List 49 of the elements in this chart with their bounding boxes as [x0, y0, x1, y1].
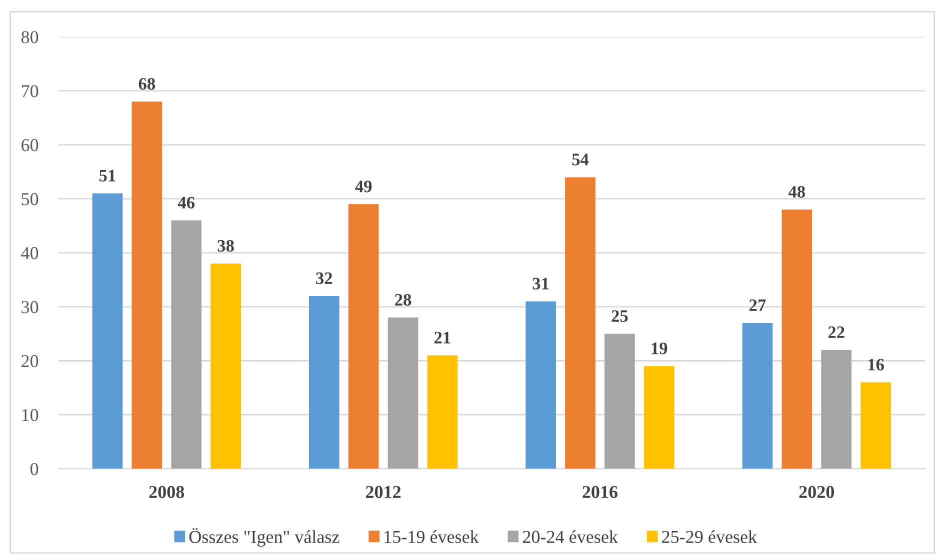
y-tick-label: 10	[22, 408, 38, 422]
data-label: 54	[572, 154, 589, 166]
y-tick-label: 70	[22, 85, 38, 98]
data-label: 21	[434, 332, 450, 344]
bar	[526, 301, 556, 469]
legend-label: 25-29 évesek	[662, 530, 758, 543]
bar	[348, 204, 379, 469]
data-label: 28	[395, 294, 412, 306]
y-tick-label: 60	[22, 139, 38, 152]
data-label: 32	[316, 272, 332, 284]
bar	[388, 318, 418, 469]
bar	[860, 382, 891, 469]
data-label: 46	[178, 196, 195, 209]
data-label: 48	[788, 186, 806, 198]
data-label: 68	[138, 78, 156, 90]
data-label: 22	[828, 326, 844, 338]
bar	[132, 102, 162, 469]
legend-label: 20-24 évesek	[522, 530, 618, 543]
data-label: 19	[652, 342, 668, 354]
data-label: 27	[750, 299, 766, 311]
x-tick-label: 2012	[366, 486, 401, 498]
bar	[308, 296, 340, 469]
data-label: 38	[218, 240, 234, 252]
bar	[821, 350, 852, 469]
bar	[604, 334, 635, 469]
data-label: 25	[612, 310, 628, 322]
y-tick-label: 20	[22, 355, 38, 368]
y-tick-label: 80	[21, 31, 38, 44]
legend-label: Összes "Igen" válasz	[189, 528, 340, 547]
y-tick-label: 30	[22, 301, 38, 314]
bar	[565, 177, 596, 469]
bar	[92, 193, 123, 469]
bar	[210, 264, 241, 469]
legend-label: 15-19 évesek	[384, 530, 479, 543]
bar	[782, 210, 812, 469]
bar	[171, 220, 202, 469]
bar	[742, 322, 773, 469]
data-label: 31	[532, 278, 549, 290]
bar	[644, 366, 674, 469]
x-tick-label: 2008	[149, 486, 184, 498]
data-label: 16	[868, 358, 884, 370]
data-label: 49	[355, 180, 372, 192]
y-tick-label: 0	[30, 462, 38, 476]
x-tick-label: 2016	[582, 486, 618, 498]
y-tick-label: 40	[21, 247, 38, 260]
x-tick-label: 2020	[799, 486, 834, 498]
data-label: 51	[99, 170, 116, 182]
y-tick-label: 50	[22, 193, 38, 206]
bar	[427, 355, 458, 469]
